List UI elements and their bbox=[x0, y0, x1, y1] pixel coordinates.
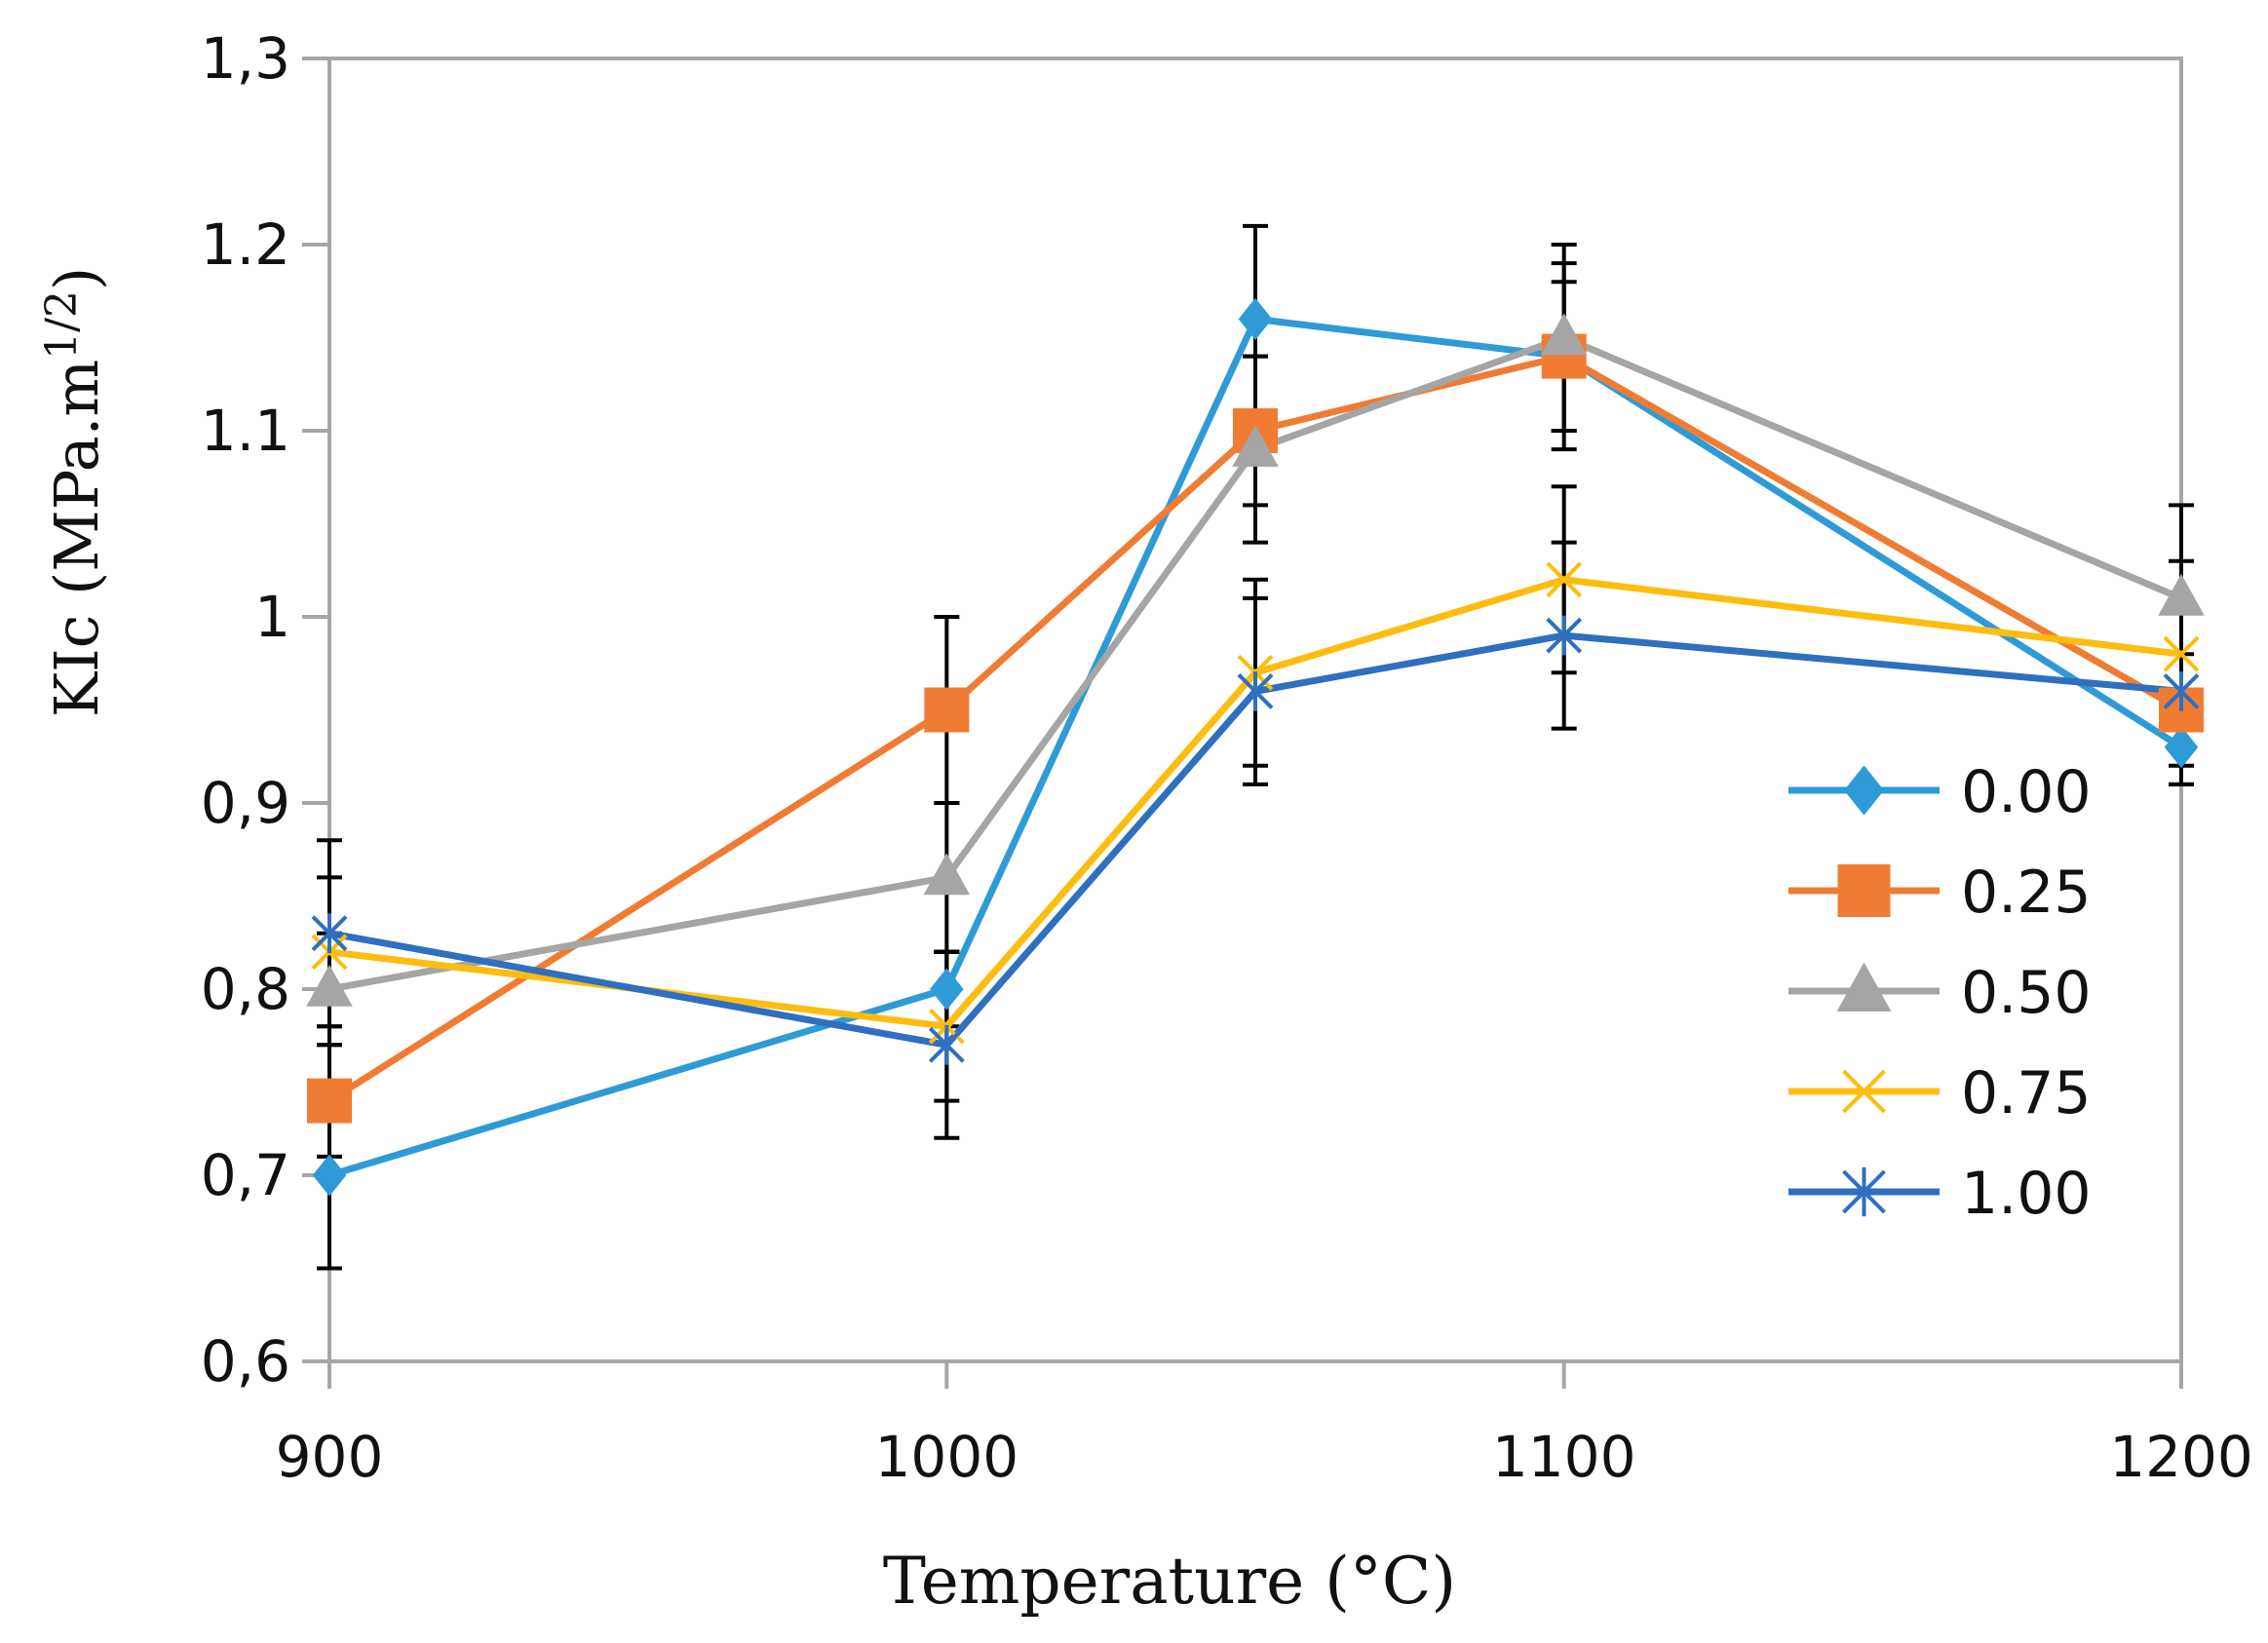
y-tick-label: 0,7 bbox=[201, 1142, 290, 1208]
x-axis-title: Temperature (°C) bbox=[883, 1544, 1456, 1619]
data-point-1-00 bbox=[2163, 671, 2200, 711]
legend-item-1-00: 1.00 bbox=[1788, 1160, 2092, 1228]
legend-label: 0.00 bbox=[1961, 758, 2092, 826]
legend-label: 0.75 bbox=[1961, 1059, 2092, 1127]
data-point-0-25 bbox=[307, 1078, 352, 1124]
legend-label: 0.50 bbox=[1961, 959, 2092, 1027]
y-tick-label: 1.2 bbox=[201, 211, 290, 278]
data-point-0-00 bbox=[930, 968, 964, 1011]
legend-label: 0.25 bbox=[1961, 859, 2092, 927]
y-tick-label: 0,8 bbox=[201, 956, 290, 1022]
data-point-0-25 bbox=[924, 687, 970, 733]
x-tick-label: 1100 bbox=[1492, 1424, 1636, 1490]
data-point-0-50 bbox=[306, 964, 353, 1007]
y-tick-label: 0,6 bbox=[201, 1328, 290, 1395]
legend-item-0-00: 0.00 bbox=[1788, 758, 2092, 826]
data-point-0-00 bbox=[2164, 726, 2199, 769]
y-axis-title-superscript: 1/2 bbox=[37, 290, 87, 360]
legend-marker bbox=[1844, 765, 1884, 816]
y-axis-title-main: KIc (MPa.m bbox=[41, 360, 112, 717]
x-tick-label: 1000 bbox=[875, 1424, 1019, 1490]
legend-marker bbox=[1842, 1069, 1886, 1114]
y-axis-title-close: ) bbox=[41, 267, 112, 290]
legend-item-0-50: 0.50 bbox=[1788, 959, 2092, 1027]
x-tick-label: 1200 bbox=[2109, 1424, 2253, 1490]
x-marker-stroke bbox=[1546, 561, 1583, 598]
legend-label: 1.00 bbox=[1961, 1160, 2092, 1228]
x-tick-label: 900 bbox=[276, 1424, 384, 1490]
data-point-0-75 bbox=[1546, 561, 1583, 598]
data-point-0-50 bbox=[2158, 573, 2205, 616]
legend-item-0-25: 0.25 bbox=[1788, 859, 2092, 927]
data-point-0-50 bbox=[923, 853, 971, 896]
data-point-0-00 bbox=[312, 1154, 347, 1197]
legend-item-0-75: 0.75 bbox=[1788, 1059, 2092, 1127]
y-tick-label: 1.1 bbox=[201, 398, 290, 464]
legend-marker bbox=[1837, 864, 1891, 917]
data-point-0-75 bbox=[2163, 635, 2200, 672]
legend: 0.00 0.25 0.50 0.75 1.00 bbox=[1788, 758, 2092, 1228]
tick-labels: 0,6 0,7 0,8 0,9 1 1.1 1.2 1,3 900 1000 1100 1200 bbox=[201, 25, 2253, 1490]
y-tick-label: 1 bbox=[254, 584, 290, 650]
legend-marker bbox=[1836, 962, 1892, 1012]
data-point-1-00 bbox=[1237, 671, 1274, 711]
data-point-0-50 bbox=[1232, 424, 1279, 467]
x-marker-stroke bbox=[1842, 1069, 1886, 1114]
data-point-0-00 bbox=[1238, 297, 1273, 341]
x-marker-stroke bbox=[2163, 635, 2200, 672]
series-markers bbox=[306, 297, 2205, 1197]
legend-marker bbox=[1842, 1166, 1886, 1217]
data-point-1-00 bbox=[1546, 615, 1583, 656]
data-point-0-50 bbox=[1540, 313, 1588, 356]
data-point-1-00 bbox=[311, 913, 348, 954]
y-axis-title: KIc (MPa.m1/2) bbox=[37, 267, 112, 717]
data-point-1-00 bbox=[928, 1024, 965, 1065]
error-bars bbox=[317, 223, 2194, 1271]
y-tick-label: 0,9 bbox=[201, 770, 290, 836]
y-tick-label: 1,3 bbox=[201, 25, 290, 92]
